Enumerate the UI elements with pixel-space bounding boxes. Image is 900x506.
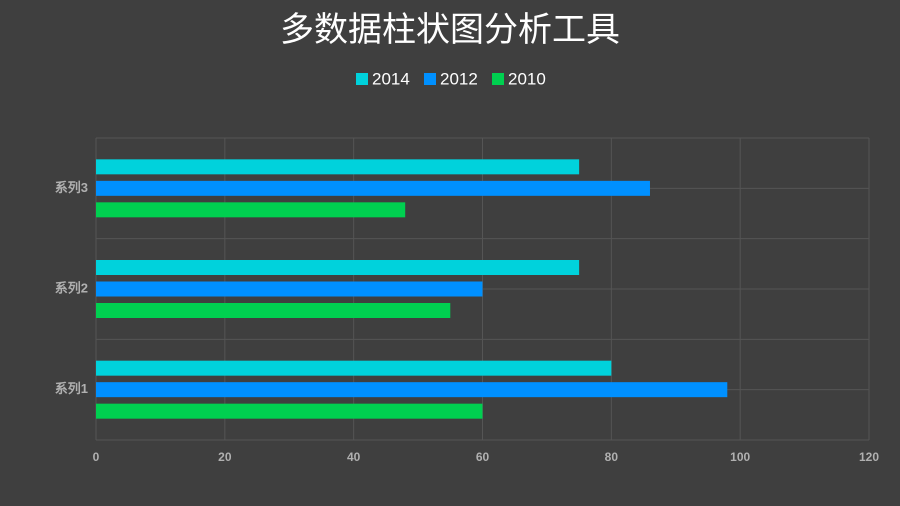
x-tick-label: 40: [347, 450, 361, 464]
x-tick-label: 60: [476, 450, 490, 464]
legend-swatch: [492, 73, 504, 85]
chart-title: 多数据柱状图分析工具: [280, 11, 620, 49]
legend-label: 2014: [372, 69, 410, 88]
bar: [96, 202, 406, 218]
legend-label: 2010: [508, 69, 546, 88]
bar: [96, 281, 483, 297]
x-tick-label: 100: [730, 450, 750, 464]
legend-swatch: [424, 73, 436, 85]
y-tick-label: 系列1: [55, 381, 88, 396]
y-tick-label: 系列3: [55, 180, 88, 195]
x-tick-label: 0: [93, 450, 100, 464]
x-tick-label: 120: [859, 450, 879, 464]
x-tick-label: 20: [218, 450, 232, 464]
legend-swatch: [356, 73, 368, 85]
bar: [96, 260, 580, 275]
bar: [96, 180, 650, 196]
bar: [96, 360, 612, 376]
bar: [96, 382, 728, 398]
legend-label: 2012: [440, 69, 478, 88]
bar: [96, 403, 483, 419]
bar: [96, 159, 580, 175]
x-tick-label: 80: [605, 450, 619, 464]
y-tick-label: 系列2: [55, 280, 88, 295]
bar: [96, 303, 451, 318]
